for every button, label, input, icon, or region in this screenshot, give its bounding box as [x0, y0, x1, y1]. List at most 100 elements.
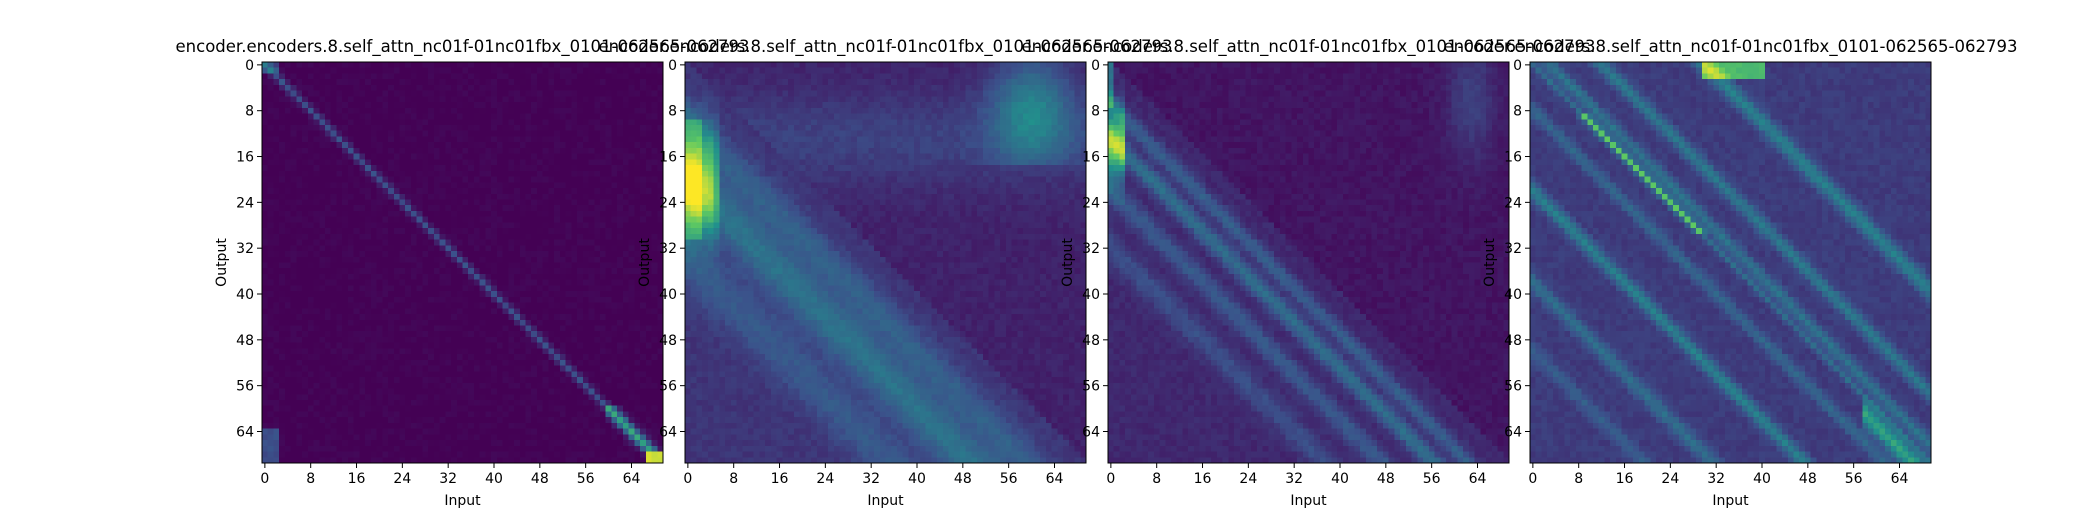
heatmap-cell — [542, 325, 550, 332]
heatmap-cell — [422, 159, 429, 166]
heatmap-cell — [313, 434, 320, 441]
heatmap-cell — [479, 377, 487, 384]
heatmap-cell — [571, 222, 578, 229]
heatmap-cell — [519, 119, 527, 126]
heatmap-cell — [565, 319, 572, 327]
heatmap-cell — [611, 273, 618, 281]
heatmap-cell — [628, 205, 635, 212]
heatmap-cell — [645, 342, 653, 350]
heatmap-cell — [319, 193, 326, 201]
heatmap-cell — [388, 228, 395, 235]
heatmap-cell — [514, 325, 521, 332]
heatmap-cell — [582, 245, 590, 252]
heatmap-cell — [302, 188, 309, 195]
heatmap-cell — [342, 354, 349, 361]
heatmap-cell — [319, 67, 326, 75]
heatmap-cell — [634, 62, 641, 69]
heatmap-cell — [605, 119, 613, 126]
heatmap-cell — [307, 359, 315, 367]
heatmap-cell — [433, 382, 441, 390]
heatmap-cell — [428, 279, 435, 287]
heatmap-cell — [508, 73, 515, 80]
heatmap-cell — [433, 445, 441, 453]
heatmap-cell — [891, 62, 898, 69]
heatmap-cell — [336, 377, 343, 384]
heatmap-cell — [330, 165, 338, 172]
heatmap-cell — [405, 422, 412, 430]
heatmap-cell — [594, 371, 601, 378]
heatmap-cell — [445, 216, 452, 223]
heatmap-cell — [422, 457, 429, 464]
heatmap-cell — [410, 228, 418, 235]
heatmap-cell — [645, 319, 653, 327]
heatmap-cell — [262, 107, 269, 115]
heatmap-cell — [428, 291, 435, 298]
heatmap-cell — [531, 228, 538, 235]
heatmap-cell — [594, 331, 601, 338]
heatmap-cell — [542, 256, 550, 264]
heatmap-cell — [388, 354, 395, 361]
heatmap-cell — [536, 233, 544, 241]
heatmap-cell — [657, 90, 664, 97]
heatmap-cell — [399, 382, 406, 390]
heatmap-cell — [657, 107, 664, 115]
heatmap-cell — [473, 434, 481, 441]
heatmap-cell — [485, 422, 492, 430]
y-tick-label: 40 — [236, 287, 254, 303]
heatmap-cell — [399, 113, 406, 120]
heatmap-cell — [508, 107, 515, 115]
heatmap-cell — [536, 342, 544, 350]
heatmap-cell — [370, 273, 378, 281]
heatmap-cell — [399, 153, 406, 160]
heatmap-cell — [365, 182, 372, 189]
heatmap-cell — [307, 136, 315, 143]
heatmap-cell — [388, 159, 395, 166]
heatmap-cell — [376, 262, 383, 269]
heatmap-cell — [330, 422, 338, 430]
heatmap-cell — [382, 394, 389, 401]
y-tick-label: 0 — [245, 58, 254, 74]
heatmap-cell — [307, 125, 315, 132]
heatmap-cell — [399, 96, 406, 103]
heatmap-cell — [319, 445, 326, 453]
heatmap-cell — [365, 62, 372, 69]
heatmap-cell — [502, 428, 509, 435]
heatmap-cell — [525, 348, 532, 355]
heatmap-cell — [502, 90, 509, 97]
heatmap-cell — [542, 153, 550, 160]
heatmap-cell — [657, 130, 664, 138]
heatmap-cell — [319, 388, 326, 395]
heatmap-cell — [302, 273, 309, 281]
heatmap-cell — [485, 79, 492, 86]
heatmap-cell — [525, 67, 532, 75]
heatmap-cell — [491, 84, 498, 92]
heatmap-cell — [611, 245, 618, 252]
heatmap-cell — [342, 102, 349, 109]
heatmap-cell — [416, 371, 423, 378]
heatmap-cell — [559, 268, 567, 275]
heatmap-cell — [296, 62, 303, 69]
heatmap-cell — [313, 159, 320, 166]
heatmap-cell — [577, 348, 584, 355]
heatmap-cell — [651, 67, 658, 75]
heatmap-cell — [554, 256, 561, 264]
heatmap-cell — [485, 113, 492, 120]
heatmap-cell — [628, 193, 635, 201]
heatmap-cell — [456, 136, 464, 143]
heatmap-cell — [393, 336, 401, 344]
heatmap-cell — [405, 388, 412, 395]
heatmap-cell — [491, 451, 498, 458]
heatmap-cell — [370, 245, 378, 252]
heatmap-cell — [594, 302, 601, 309]
heatmap-cell — [313, 205, 320, 212]
heatmap-cell — [451, 319, 458, 327]
heatmap-cell — [307, 336, 315, 344]
heatmap-cell — [588, 153, 595, 160]
heatmap-cell — [525, 434, 532, 441]
heatmap-cell — [611, 125, 618, 132]
heatmap-cell — [445, 96, 452, 103]
heatmap-cell — [519, 251, 527, 258]
heatmap-cell — [319, 147, 326, 155]
heatmap-cell — [302, 371, 309, 378]
heatmap-cell — [416, 308, 423, 315]
